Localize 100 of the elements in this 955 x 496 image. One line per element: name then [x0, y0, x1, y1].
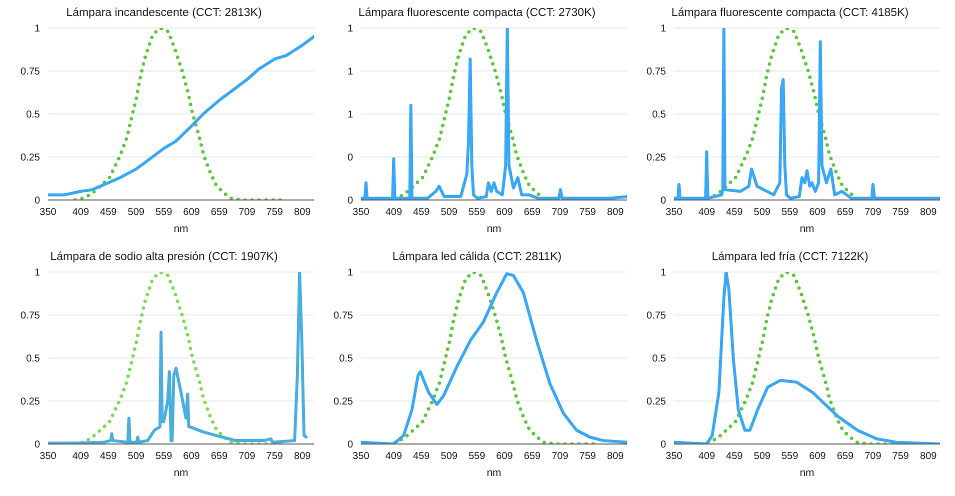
line-series [361, 28, 627, 200]
y-tick-label: 0.5 [339, 354, 354, 365]
y-tick-label: 0.75 [646, 310, 666, 322]
y-tick-label: 1 [347, 66, 354, 78]
x-tick-label: 759 [892, 451, 910, 462]
x-tick-label: 809 [920, 451, 938, 462]
chart-title: Lámpara de sodio alta presión (CCT: 1907K) [49, 250, 279, 265]
x-tick-label: 809 [607, 207, 624, 218]
x-tick-label: 509 [754, 451, 771, 462]
x-tick-label: 809 [294, 207, 312, 218]
line-series [361, 272, 627, 444]
x-tick-label: 350 [666, 207, 683, 218]
x-tick-label: 609 [809, 207, 826, 218]
x-tick-label: 559 [468, 451, 486, 462]
x-tick-label: 459 [413, 207, 430, 218]
x-tick-label: 709 [552, 451, 569, 462]
x-tick-label: 709 [238, 207, 256, 218]
y-tick-label: 0 [660, 440, 666, 451]
x-axis-title: nm [486, 223, 502, 235]
x-tick-label: 509 [440, 207, 458, 218]
y-tick-label: 0.5 [652, 110, 666, 121]
x-tick-label: 759 [266, 207, 284, 218]
chart-title: Lámpara incandescente (CCT: 2813K) [65, 6, 263, 21]
x-tick-label: 409 [698, 207, 716, 218]
chart-title: Lámpara led fría (CCT: 7122K) [710, 250, 870, 265]
y-tick-label: 1 [660, 268, 666, 279]
x-tick-label: 559 [781, 451, 799, 462]
x-tick-label: 509 [128, 207, 145, 218]
x-tick-label: 759 [266, 451, 284, 462]
x-tick-label: 350 [40, 207, 57, 218]
x-tick-label: 609 [183, 451, 200, 462]
x-axis-title: nm [800, 223, 815, 235]
x-tick-label: 409 [72, 207, 90, 218]
x-tick-label: 759 [892, 207, 910, 218]
y-tick-label: 0.25 [646, 396, 666, 408]
x-tick-label: 459 [100, 451, 118, 462]
x-tick-label: 350 [40, 451, 57, 462]
y-tick-label: 0.75 [20, 66, 40, 78]
x-tick-label: 809 [607, 451, 624, 462]
x-tick-label: 759 [579, 451, 596, 462]
chart-title: Lámpara led cálida (CCT: 2811K) [391, 250, 563, 265]
x-tick-label: 559 [155, 207, 173, 218]
y-tick-label: 0.75 [334, 310, 354, 322]
y-tick-label: 1 [34, 268, 40, 279]
x-tick-label: 459 [100, 207, 118, 218]
y-tick-label: 0 [34, 440, 40, 451]
x-tick-label: 609 [496, 207, 514, 218]
y-tick-label: 1 [34, 24, 40, 35]
y-tick-label: 0.5 [26, 354, 40, 365]
x-tick-label: 659 [524, 207, 542, 218]
y-tick-label: 1 [347, 110, 354, 121]
x-tick-label: 709 [864, 451, 882, 462]
y-tick-label: 0.75 [646, 66, 666, 78]
x-tick-label: 659 [836, 451, 854, 462]
x-tick-label: 509 [440, 451, 458, 462]
y-tick-label: 0 [660, 196, 666, 207]
x-tick-label: 509 [754, 207, 771, 218]
y-tick-label: 0 [347, 152, 354, 164]
y-tick-label: 0.5 [652, 354, 666, 365]
line-series [48, 272, 308, 444]
line-series [674, 272, 940, 444]
y-tick-label: 0.25 [20, 152, 40, 164]
x-tick-label: 409 [698, 451, 716, 462]
x-axis-title: nm [174, 467, 189, 479]
y-tick-label: 1 [347, 24, 354, 35]
x-tick-label: 609 [183, 207, 200, 218]
y-tick-label: 0 [347, 196, 354, 207]
x-tick-label: 659 [210, 451, 228, 462]
x-tick-label: 759 [579, 207, 596, 218]
x-tick-label: 609 [809, 451, 826, 462]
x-tick-label: 659 [836, 207, 854, 218]
x-tick-label: 409 [385, 451, 402, 462]
y-tick-label: 0.25 [646, 152, 666, 164]
y-tick-label: 0.25 [20, 396, 40, 408]
x-axis-title: nm [486, 467, 502, 479]
x-tick-label: 609 [496, 451, 514, 462]
chart-title: Lámpara fluorescente compacta (CCT: 2730K) [357, 6, 597, 21]
y-tick-label: 0.5 [26, 110, 40, 121]
x-tick-label: 459 [413, 451, 430, 462]
line-series [674, 28, 940, 200]
x-tick-label: 459 [726, 451, 744, 462]
x-tick-label: 350 [352, 451, 370, 462]
x-tick-label: 709 [552, 207, 569, 218]
x-tick-label: 659 [210, 207, 228, 218]
x-tick-label: 709 [864, 207, 882, 218]
line-series [48, 35, 314, 196]
x-tick-label: 809 [920, 207, 938, 218]
x-tick-label: 809 [294, 451, 312, 462]
y-tick-label: 0 [34, 196, 40, 207]
x-tick-label: 459 [726, 207, 744, 218]
y-tick-label: 0 [347, 440, 354, 451]
x-tick-label: 659 [524, 451, 542, 462]
x-tick-label: 509 [128, 451, 145, 462]
x-tick-label: 409 [72, 451, 90, 462]
x-tick-label: 409 [385, 207, 402, 218]
x-tick-label: 350 [352, 207, 370, 218]
x-tick-label: 559 [468, 207, 486, 218]
x-axis-title: nm [800, 467, 815, 479]
y-tick-label: 1 [347, 268, 354, 279]
chart-title: Lámpara fluorescente compacta (CCT: 4185K) [670, 6, 910, 21]
